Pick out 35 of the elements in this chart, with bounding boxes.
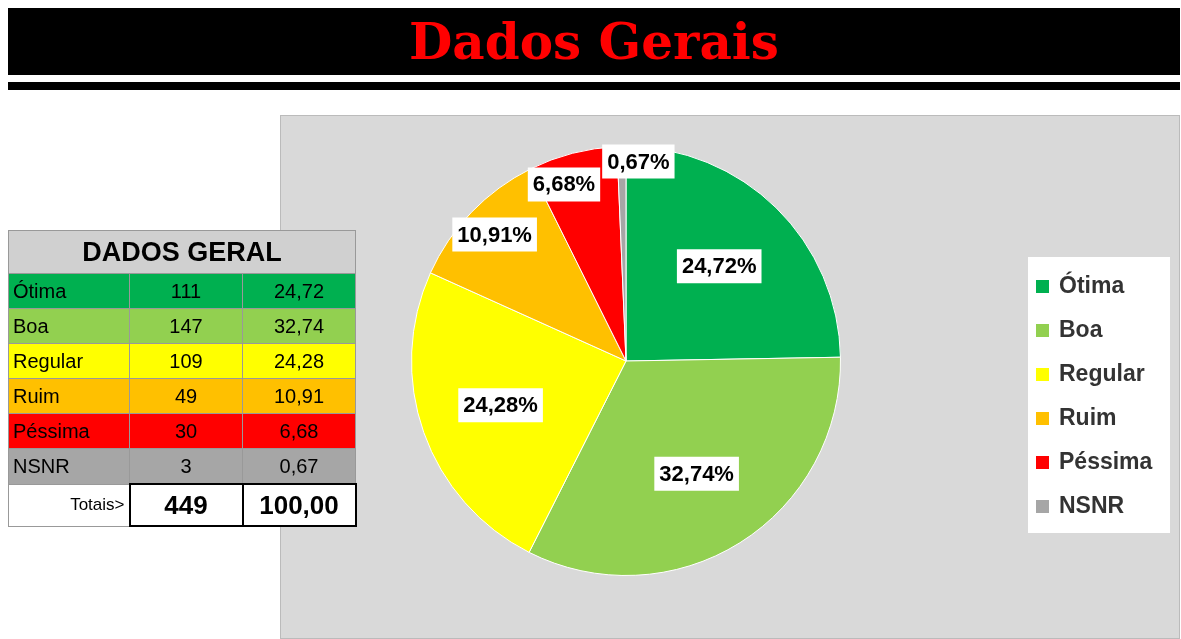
data-label: 32,74% [659, 460, 734, 486]
category-label: Péssima [8, 413, 130, 449]
data-label: 24,28% [463, 392, 538, 418]
category-label: Ótima [8, 273, 130, 309]
data-label: 24,28 [242, 343, 356, 379]
data-label: 6,68% [532, 171, 596, 197]
legend-label: Regular [1058, 359, 1146, 388]
legend-label: Boa [1058, 315, 1104, 344]
data-label: 24,72% [681, 253, 757, 279]
text: DADOS GERAL [8, 230, 356, 274]
text: 449 [129, 484, 243, 526]
text: Totais> [8, 484, 130, 526]
data-label: 30 [129, 413, 243, 449]
data-label: 6,68 [242, 413, 356, 449]
legend-label: Ruim [1058, 403, 1118, 432]
data-label: 111 [129, 273, 243, 309]
text: 100,00 [242, 484, 356, 526]
legend-label: Péssima [1058, 447, 1154, 476]
category-label: Regular [8, 343, 130, 379]
data-label: 0,67 [242, 448, 356, 484]
category-label: Boa [8, 308, 130, 344]
data-label: 109 [129, 343, 243, 379]
legend-label: NSNR [1058, 491, 1126, 520]
data-label: 3 [129, 448, 243, 484]
data-label: 147 [129, 308, 243, 344]
data-label: 32,74 [242, 308, 356, 344]
category-label: Ruim [8, 378, 130, 414]
data-label: 24,72 [242, 273, 356, 309]
legend-label: Ótima [1058, 270, 1126, 300]
data-label: 0,67% [607, 148, 670, 174]
category-label: NSNR [8, 448, 130, 484]
chart-title: Dados Gerais [8, 8, 1180, 75]
data-label: 10,91 [242, 378, 356, 414]
data-label: 10,91% [457, 221, 532, 247]
data-label: 49 [129, 378, 243, 414]
